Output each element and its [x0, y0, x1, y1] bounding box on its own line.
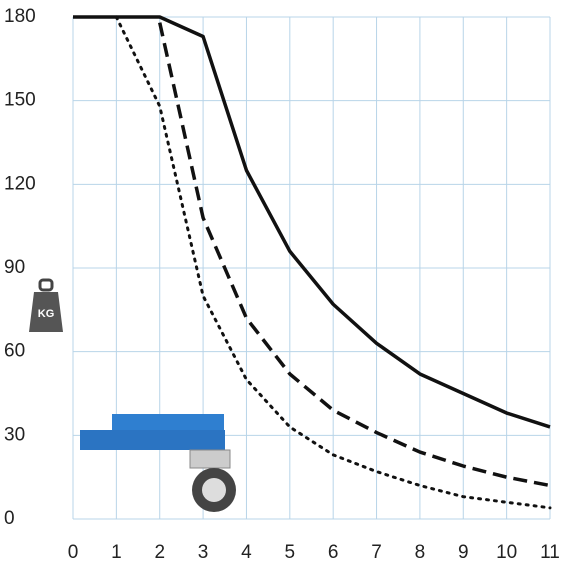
series-line — [73, 17, 550, 427]
x-tick-label: 2 — [154, 542, 165, 563]
cart-base — [80, 430, 225, 450]
caster-mount — [190, 450, 230, 468]
x-tick-label: 0 — [68, 542, 79, 563]
x-tick-label: 11 — [540, 542, 560, 563]
x-tick-label: 8 — [415, 542, 426, 563]
x-tick-label: 4 — [241, 542, 252, 563]
y-tick-label: 0 — [4, 508, 15, 529]
x-tick-label: 7 — [371, 542, 382, 563]
y-tick-label: 180 — [4, 6, 36, 27]
x-tick-label: 3 — [198, 542, 209, 563]
x-tick-label: 6 — [328, 542, 339, 563]
cart-top — [112, 414, 224, 432]
wheel-hub — [202, 478, 226, 502]
x-tick-label: 10 — [496, 542, 517, 563]
x-tick-label: 1 — [111, 542, 122, 563]
cart-illustration — [80, 414, 236, 512]
x-tick-label: 5 — [285, 542, 296, 563]
weight-handle — [40, 280, 52, 290]
x-tick-label: 9 — [458, 542, 469, 563]
y-tick-label: 120 — [4, 173, 36, 194]
y-tick-label: 150 — [4, 90, 36, 111]
weight-label: KG — [38, 308, 55, 320]
y-tick-label: 30 — [4, 424, 25, 445]
y-tick-label: 60 — [4, 341, 25, 362]
chart: KG 0 30 60 90 120 150 180 0 1 2 3 4 5 6 7 8 9 10 11 — [0, 0, 566, 569]
y-tick-label: 90 — [4, 257, 25, 278]
weight-icon: KG — [29, 280, 63, 332]
